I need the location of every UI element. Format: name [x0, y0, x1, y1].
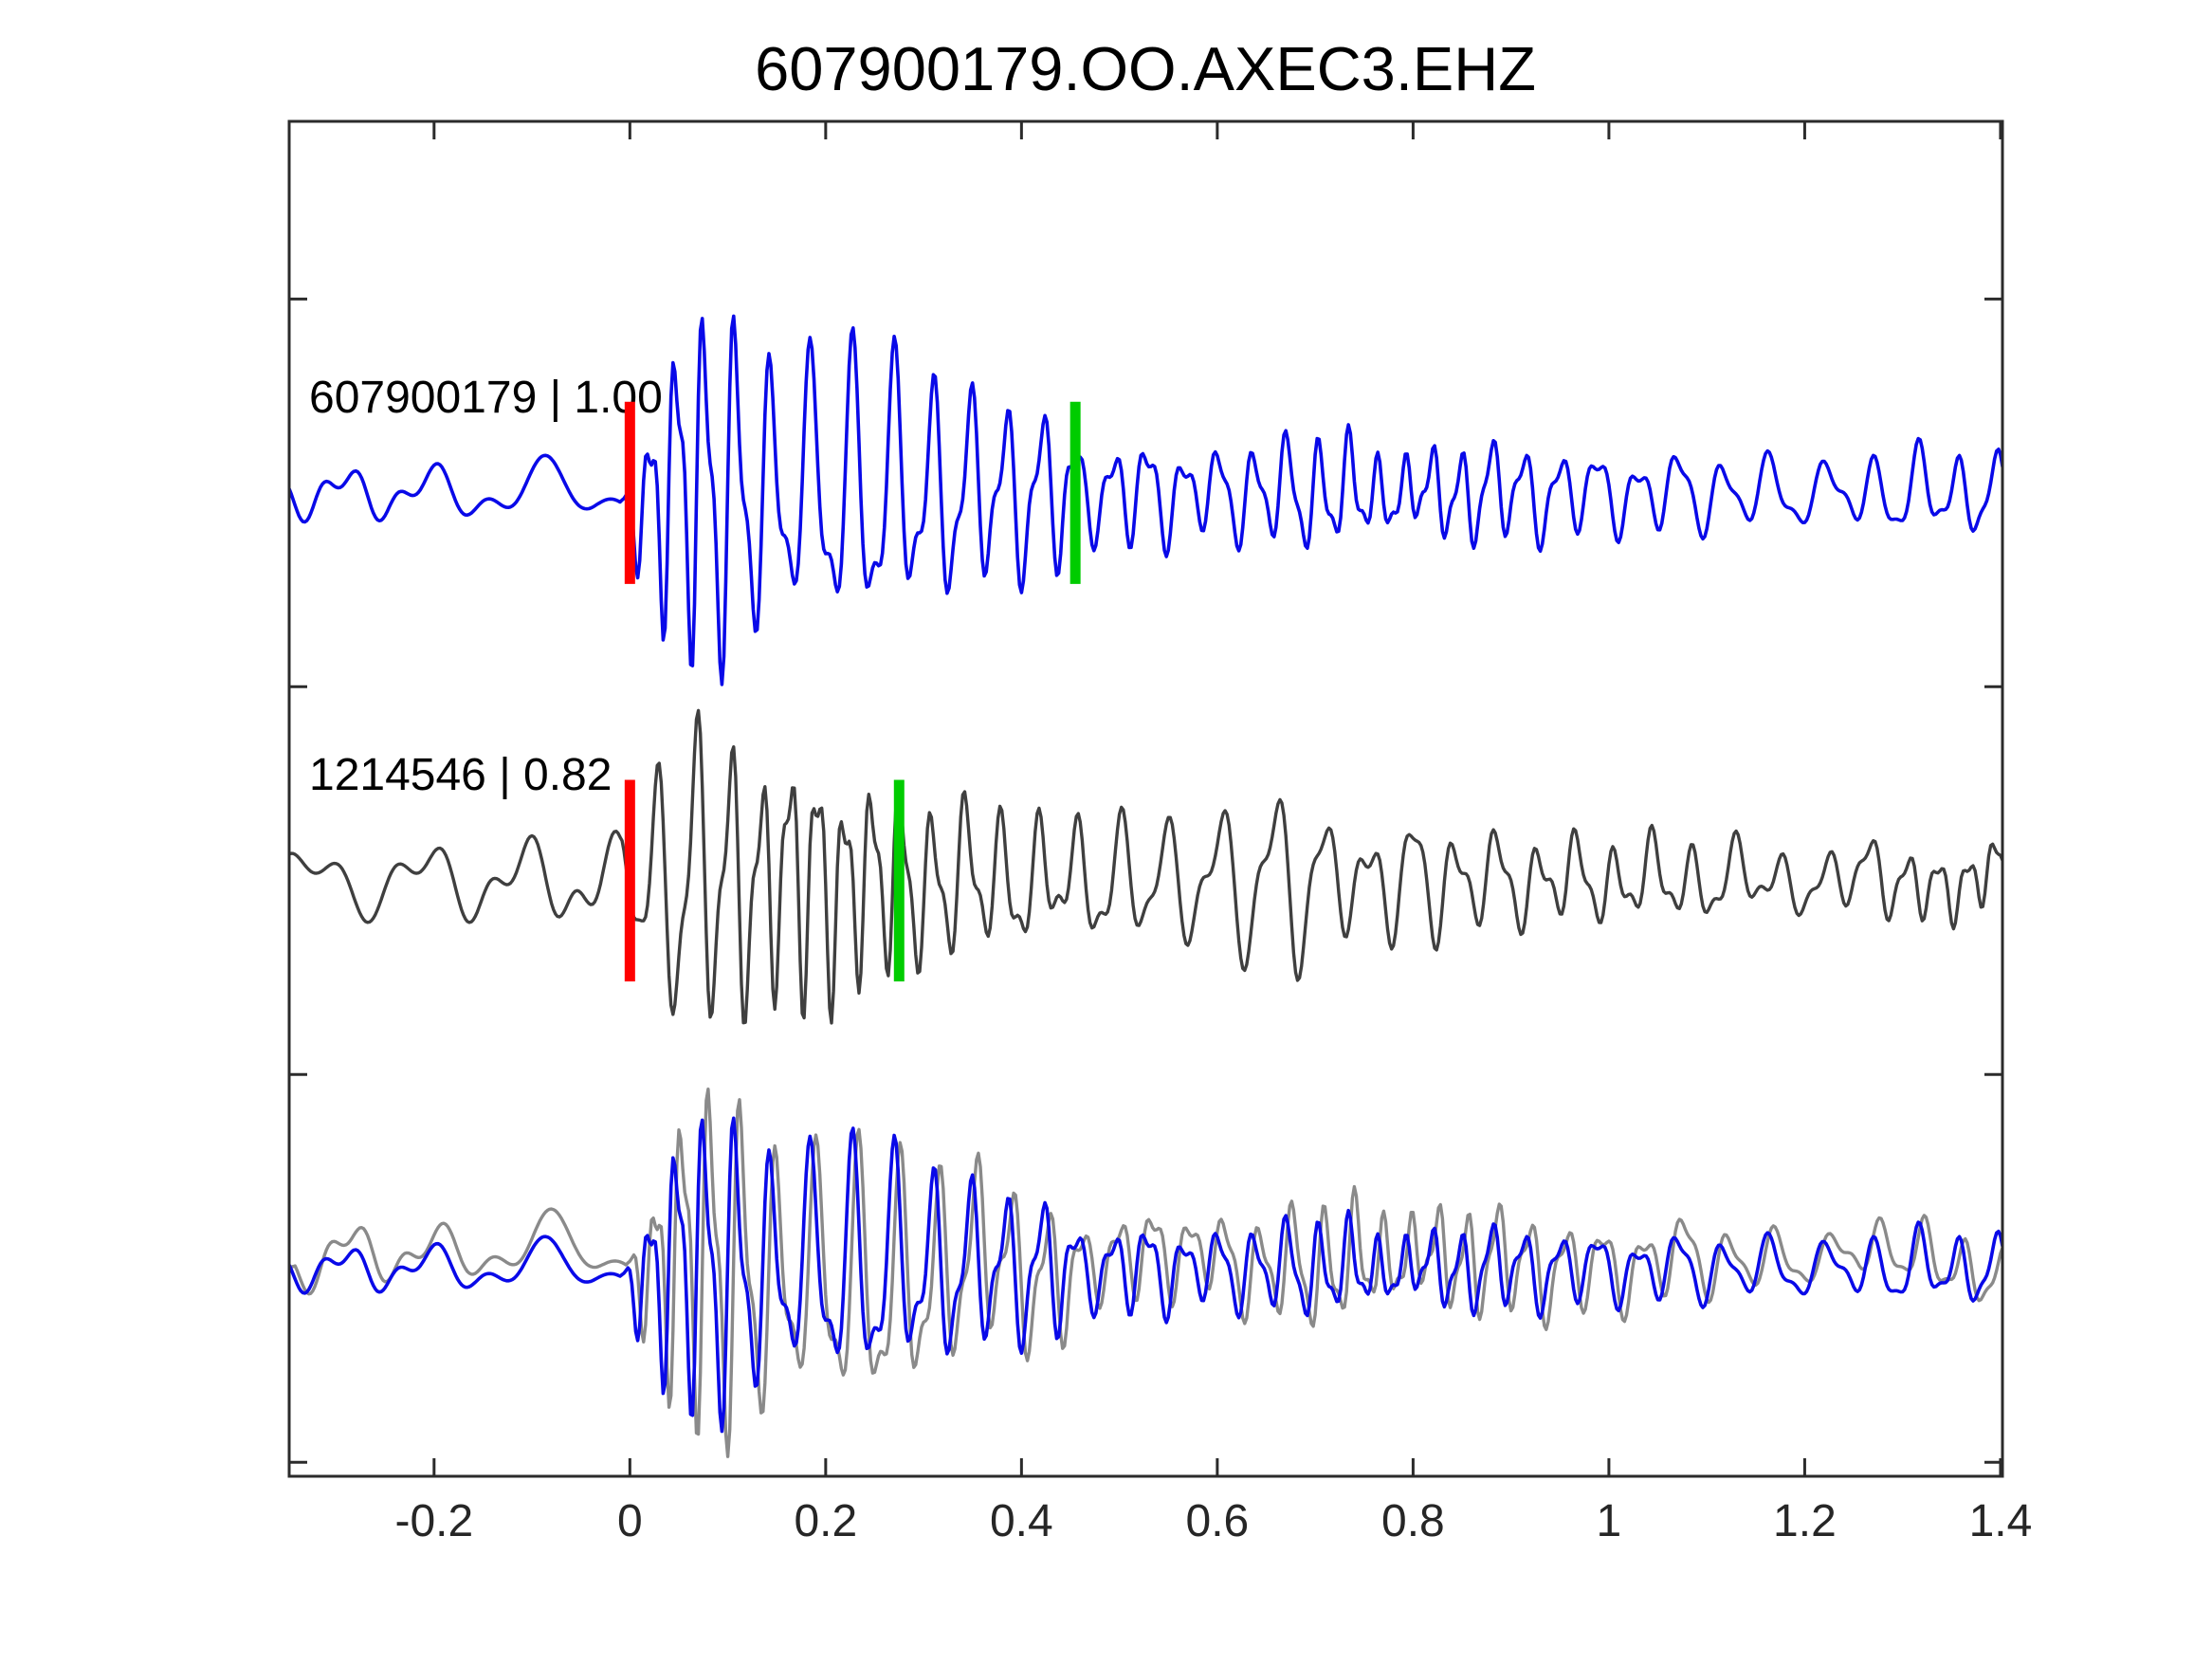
- x-tick-label: 0.4: [990, 1496, 1053, 1546]
- template-trace-label: 607900179 | 1.00: [309, 373, 663, 423]
- x-tick-label: 0: [617, 1496, 643, 1546]
- detection-trace-label: 1214546 | 0.82: [309, 750, 612, 800]
- x-tick-label: 0.6: [1186, 1496, 1250, 1546]
- detection-trace-line: [289, 708, 2002, 1025]
- trace-lines: [289, 314, 2002, 1458]
- x-tick-label: 0.8: [1381, 1496, 1445, 1546]
- plot-area: -0.2 0 0.2 0.4 0.6 0.8 1 1.2 1.4: [287, 119, 2033, 1546]
- overlay-detection-gray-line: [289, 1088, 2002, 1458]
- x-tick-label: 1: [1597, 1496, 1622, 1546]
- x-tick-label: 1.2: [1773, 1496, 1837, 1546]
- x-tick-label: 1.4: [1969, 1496, 2033, 1546]
- chart-title: 607900179.OO.AXEC3.EHZ: [755, 34, 1536, 103]
- x-tick-label: -0.2: [394, 1496, 473, 1546]
- overlay-template-blue-line: [289, 1116, 2002, 1434]
- x-tick-label: 0.2: [794, 1496, 857, 1546]
- axes-box: [287, 119, 2004, 1478]
- template-trace-line: [289, 314, 2002, 686]
